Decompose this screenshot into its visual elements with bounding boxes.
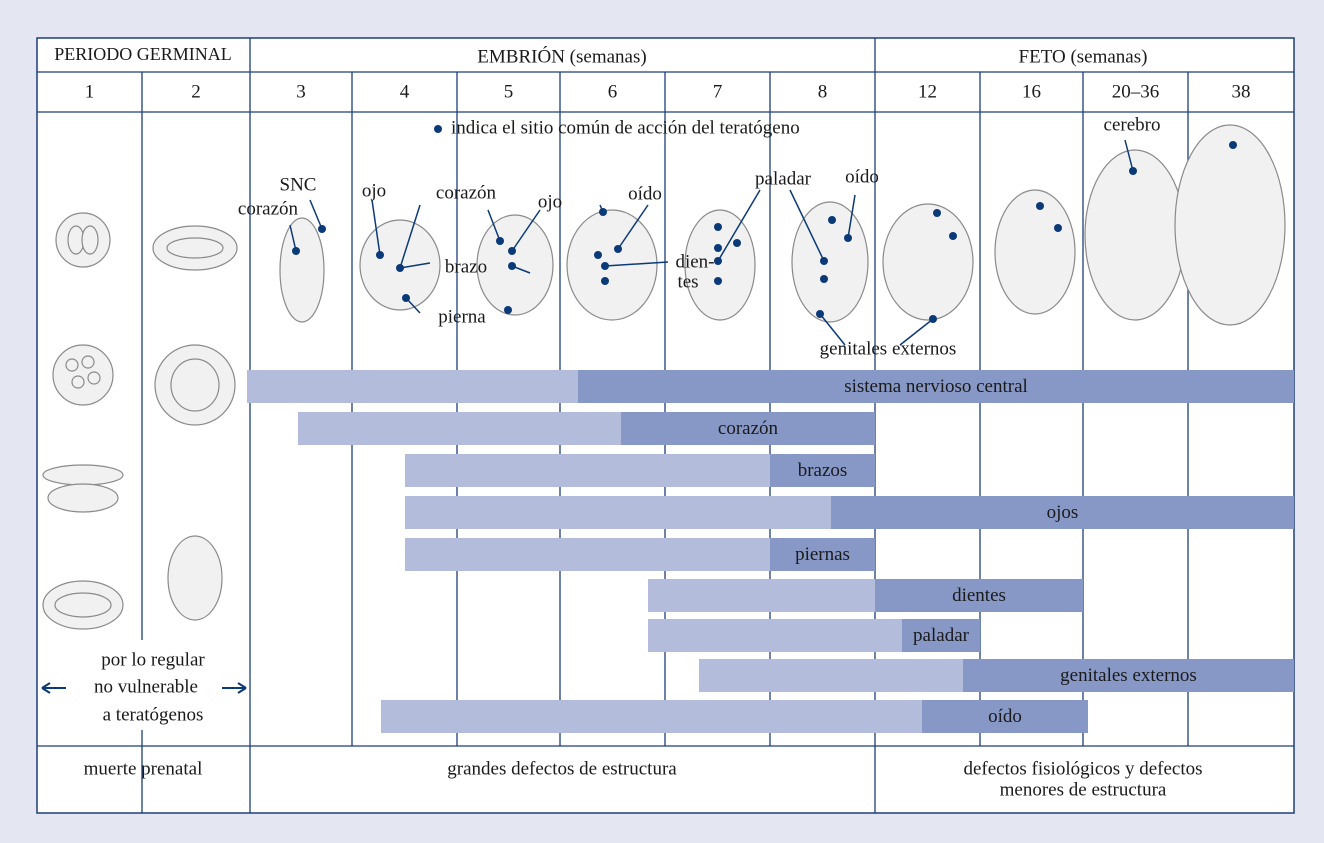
sensitivity-dark bbox=[902, 619, 980, 652]
week-label: 3 bbox=[296, 81, 306, 102]
sensitivity-light bbox=[405, 496, 831, 529]
figure-label: oído bbox=[628, 183, 662, 204]
sensitivity-dark bbox=[922, 700, 1088, 733]
sensitivity-dark bbox=[578, 370, 1294, 403]
sensitivity-light bbox=[648, 579, 875, 612]
figure-label: ojo bbox=[362, 180, 386, 201]
sensitivity-dark bbox=[875, 579, 1083, 612]
header-embryo: EMBRIÓN (semanas) bbox=[477, 45, 646, 67]
figure-label: brazo bbox=[445, 256, 487, 277]
figure-label: ojo bbox=[538, 191, 562, 212]
outcome: muerte prenatal bbox=[84, 758, 203, 779]
illustrations bbox=[42, 124, 1286, 630]
outcome: defectos fisiológicos y defectos bbox=[963, 758, 1202, 779]
bar-label: dientes bbox=[952, 585, 1006, 606]
sensitivity-dark bbox=[831, 496, 1294, 529]
bar-label: ojos bbox=[1047, 502, 1079, 523]
grid bbox=[37, 38, 1294, 813]
sensitivity-light bbox=[405, 538, 770, 571]
sensitivity-light bbox=[298, 412, 621, 445]
sensitivity-light bbox=[381, 700, 922, 733]
week-label: 12 bbox=[918, 81, 937, 102]
figure-label: pierna bbox=[438, 306, 486, 327]
note-line: no vulnerable bbox=[94, 676, 198, 697]
header-germinal: PERIODO GERMINAL bbox=[54, 44, 232, 64]
figure-label: tes bbox=[677, 271, 698, 292]
figure-label: cerebro bbox=[1104, 114, 1161, 135]
note-line: por lo regular bbox=[101, 649, 205, 670]
figure-label: oído bbox=[845, 166, 879, 187]
note-line: a teratógenos bbox=[103, 704, 204, 725]
bar-label: corazón bbox=[718, 418, 779, 439]
figure-label: corazón bbox=[436, 182, 497, 203]
sensitivity-dark bbox=[963, 659, 1294, 692]
week-label: 16 bbox=[1022, 81, 1041, 102]
sensitivity-dark bbox=[621, 412, 875, 445]
sensitivity-light bbox=[699, 659, 963, 692]
sensitivity-light bbox=[405, 454, 770, 487]
sensitivity-dark bbox=[770, 454, 875, 487]
legend: indica el sitio común de acción del tera… bbox=[451, 117, 800, 138]
outcome: grandes defectos de estructura bbox=[447, 758, 677, 779]
figure-label: SNC bbox=[280, 174, 317, 195]
week-label: 8 bbox=[818, 81, 828, 102]
figure-label: paladar bbox=[755, 168, 812, 189]
week-label: 2 bbox=[191, 81, 201, 102]
sensitivity-dark bbox=[770, 538, 875, 571]
week-label: 4 bbox=[400, 81, 410, 102]
figure-label: dien- bbox=[675, 251, 714, 272]
week-label: 6 bbox=[608, 81, 618, 102]
bar-label: brazos bbox=[798, 460, 848, 481]
week-label: 1 bbox=[85, 81, 95, 102]
bar-label: paladar bbox=[913, 625, 970, 646]
figure-label: corazón bbox=[238, 198, 299, 219]
week-label: 38 bbox=[1232, 81, 1251, 102]
sensitivity-light bbox=[247, 370, 578, 403]
header-fetus: FETO (semanas) bbox=[1019, 46, 1148, 67]
bar-label: sistema nervioso central bbox=[844, 376, 1028, 397]
figure-label: genitales externos bbox=[820, 338, 957, 359]
week-label: 5 bbox=[504, 81, 514, 102]
week-label: 7 bbox=[713, 81, 723, 102]
week-label: 20–36 bbox=[1112, 81, 1160, 102]
note-arrows bbox=[41, 682, 247, 694]
bar-label: genitales externos bbox=[1060, 665, 1197, 686]
outcome: menores de estructura bbox=[1000, 779, 1167, 800]
bars: sistema nervioso central corazón brazos ojo… bbox=[247, 370, 1294, 733]
sensitivity-light bbox=[648, 619, 902, 652]
bar-label: oído bbox=[988, 706, 1022, 727]
bar-label: piernas bbox=[795, 544, 850, 565]
